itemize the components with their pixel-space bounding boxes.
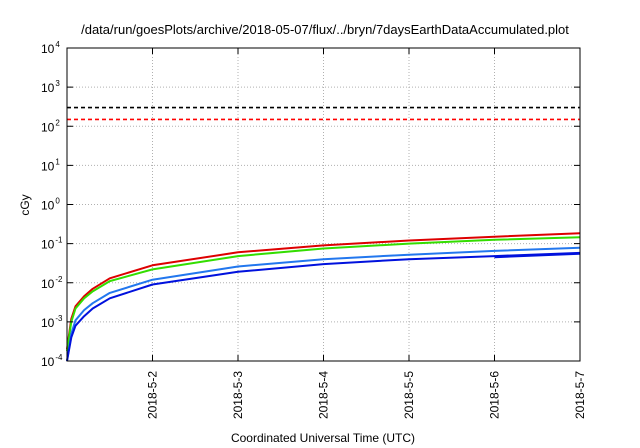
- y-tick-label: 10-1: [41, 236, 63, 252]
- x-tick-label: 2018-5-5: [402, 371, 416, 419]
- x-tick-label: 2018-5-6: [488, 371, 502, 419]
- y-tick-label: 102: [41, 118, 60, 134]
- y-tick-label: 104: [41, 40, 60, 56]
- y-tick-label: 10-2: [41, 275, 63, 291]
- y-tick-label: 101: [41, 157, 60, 173]
- series-line-6: [66, 251, 581, 362]
- x-axis-label: Coordinated Universal Time (UTC): [231, 431, 415, 445]
- y-tick-label: 103: [41, 79, 60, 95]
- x-tick-label: 2018-5-7: [573, 371, 587, 419]
- grid: [67, 48, 580, 361]
- x-axis-ticks: 2018-5-2 2018-5-3 2018-5-4 2018-5-5 2018-5-6…: [146, 48, 587, 419]
- y-tick-label: 100: [41, 197, 60, 213]
- y-axis-label: cGy: [18, 194, 32, 215]
- x-tick-label: 2018-5-4: [317, 371, 331, 419]
- series-line-5: [66, 246, 581, 362]
- x-tick-label: 2018-5-3: [231, 371, 245, 419]
- series-line-4: [66, 236, 581, 352]
- series-line-7: [494, 252, 581, 259]
- series-layer: [66, 106, 581, 362]
- y-tick-label: 10-4: [41, 353, 63, 369]
- y-tick-label: 10-3: [41, 314, 63, 330]
- x-tick-label: 2018-5-2: [146, 371, 160, 419]
- chart-title: /data/run/goesPlots/archive/2018-05-07/f…: [81, 22, 569, 37]
